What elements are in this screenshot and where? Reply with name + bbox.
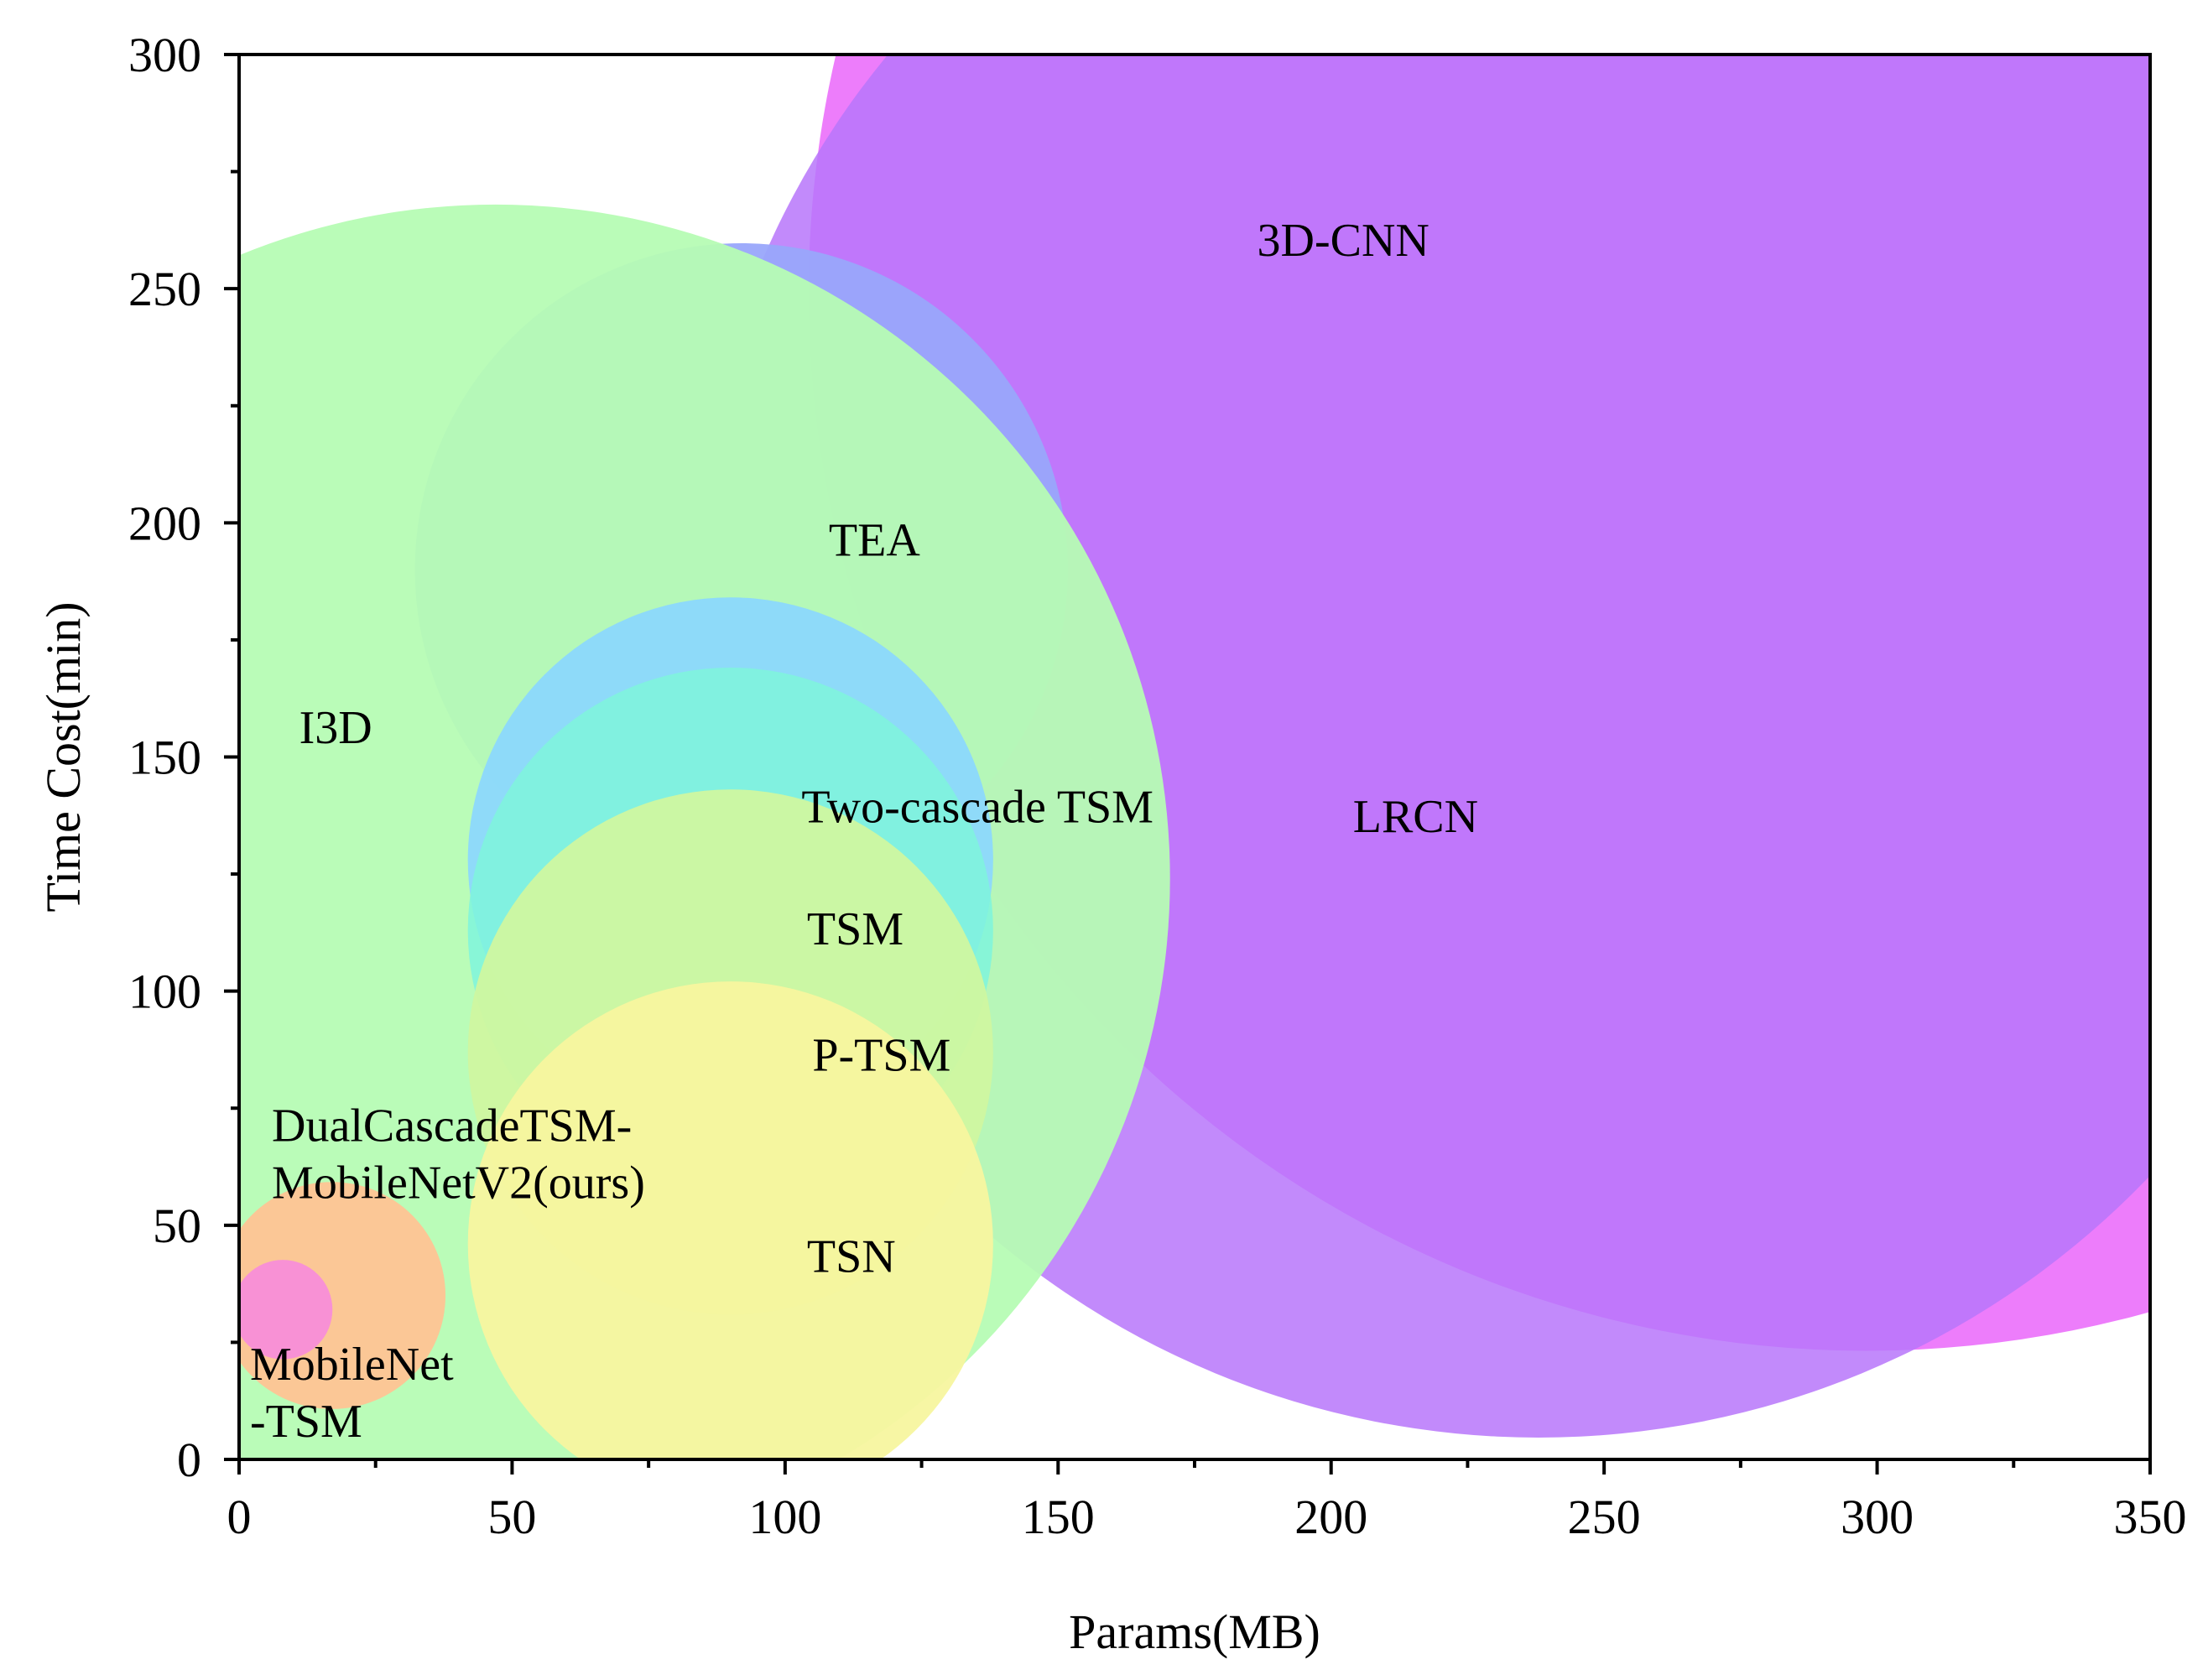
x-tick-label: 100 bbox=[748, 1490, 821, 1544]
y-tick-label: 250 bbox=[128, 262, 201, 316]
x-tick-label: 200 bbox=[1294, 1490, 1367, 1544]
label-p-tsm: P-TSM bbox=[812, 1030, 950, 1082]
x-tick-label: 250 bbox=[1568, 1490, 1641, 1544]
label-mobilenet-tsm-line-1: MobileNet bbox=[250, 1339, 454, 1391]
y-tick-label: 200 bbox=[128, 496, 201, 550]
x-axis-title: Params(MB) bbox=[1069, 1605, 1320, 1659]
bubble-tsn bbox=[467, 981, 993, 1459]
x-tick-label: 350 bbox=[2114, 1490, 2187, 1544]
y-tick-label: 100 bbox=[128, 965, 201, 1019]
y-axis-title: Time Cost(min) bbox=[36, 601, 91, 912]
y-tick-label: 50 bbox=[153, 1199, 201, 1253]
bubbles-layer bbox=[239, 55, 2150, 1459]
label-i3d: I3D bbox=[299, 702, 372, 754]
label-tsn: TSN bbox=[807, 1231, 896, 1283]
y-tick-label: 150 bbox=[128, 731, 201, 785]
x-tick-label: 50 bbox=[487, 1490, 536, 1544]
label-tsm: TSM bbox=[807, 903, 904, 955]
x-tick-label: 150 bbox=[1022, 1490, 1095, 1544]
label-dualcascadetsm-mobilenetv2-ours-line-1: DualCascadeTSM- bbox=[272, 1100, 632, 1152]
x-tick-label: 0 bbox=[227, 1490, 252, 1544]
label-two-cascade-tsm: Two-cascade TSM bbox=[801, 782, 1153, 834]
label-mobilenet-tsm-line-2: -TSM bbox=[250, 1396, 362, 1448]
bubble-mobilenet-tsm bbox=[239, 1260, 333, 1360]
x-tick-label: 300 bbox=[1841, 1490, 1914, 1544]
axes-layer: 0 50 100 150 200 250 300 350 0 50 100 150 200 250 300 P… bbox=[36, 28, 2187, 1659]
y-tick-label: 300 bbox=[128, 28, 201, 82]
label-tea: TEA bbox=[829, 514, 920, 566]
label-dualcascadetsm-mobilenetv2-ours-line-2: MobileNetV2(ours) bbox=[272, 1157, 645, 1209]
label-lrcn: LRCN bbox=[1353, 791, 1478, 843]
y-tick-label: 0 bbox=[177, 1433, 201, 1487]
labels-layer: 3D-CNN LRCN TEA I3D Two-cascade TSM TSM P-TSM T… bbox=[250, 215, 1478, 1448]
label-3d-cnn: 3D-CNN bbox=[1258, 215, 1429, 267]
